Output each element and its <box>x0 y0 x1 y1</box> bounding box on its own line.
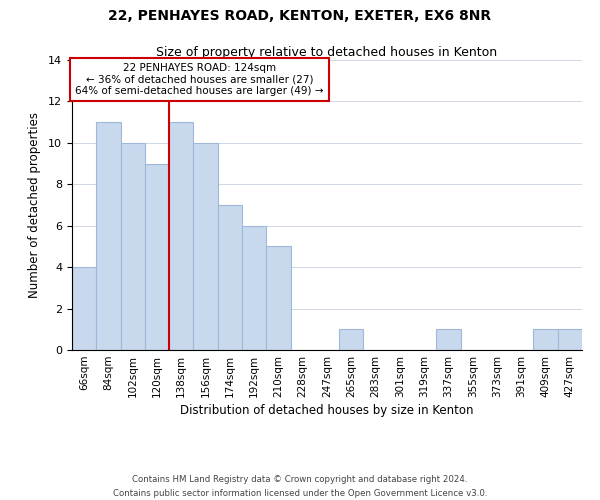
Bar <box>339 330 364 350</box>
Text: Contains HM Land Registry data © Crown copyright and database right 2024.
Contai: Contains HM Land Registry data © Crown c… <box>113 476 487 498</box>
Bar <box>193 143 218 350</box>
Bar <box>558 330 582 350</box>
Title: Size of property relative to detached houses in Kenton: Size of property relative to detached ho… <box>157 46 497 59</box>
Bar <box>96 122 121 350</box>
Bar <box>145 164 169 350</box>
Bar <box>121 143 145 350</box>
Bar <box>266 246 290 350</box>
Text: 22, PENHAYES ROAD, KENTON, EXETER, EX6 8NR: 22, PENHAYES ROAD, KENTON, EXETER, EX6 8… <box>109 8 491 22</box>
Bar <box>169 122 193 350</box>
Y-axis label: Number of detached properties: Number of detached properties <box>28 112 41 298</box>
Bar <box>533 330 558 350</box>
Bar <box>436 330 461 350</box>
Text: 22 PENHAYES ROAD: 124sqm
← 36% of detached houses are smaller (27)
64% of semi-d: 22 PENHAYES ROAD: 124sqm ← 36% of detach… <box>75 63 324 96</box>
X-axis label: Distribution of detached houses by size in Kenton: Distribution of detached houses by size … <box>180 404 474 417</box>
Bar <box>242 226 266 350</box>
Bar <box>72 267 96 350</box>
Bar <box>218 205 242 350</box>
